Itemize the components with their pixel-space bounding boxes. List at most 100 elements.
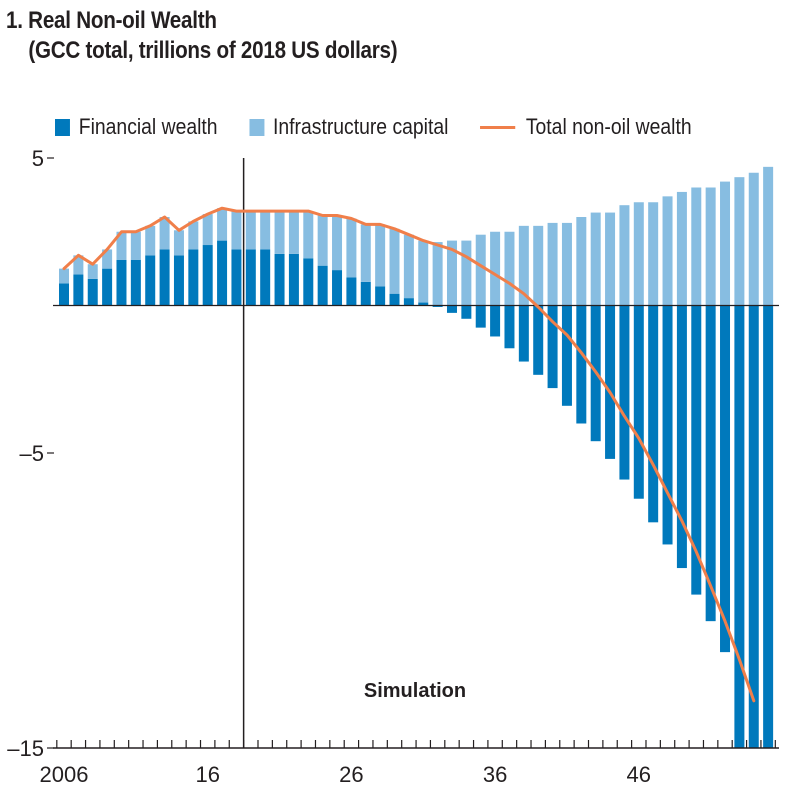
bar-financial-wealth: [73, 274, 84, 306]
bar-infrastructure-capital: [676, 191, 687, 306]
bar-infrastructure-capital: [188, 221, 199, 250]
bar-infrastructure-capital: [748, 172, 759, 306]
legend-swatch-financial-wealth: [55, 118, 70, 136]
bar-infrastructure-capital: [403, 234, 414, 299]
bar-financial-wealth: [662, 305, 673, 545]
x-tick-label: 36: [483, 762, 507, 787]
bar-infrastructure-capital: [533, 225, 544, 306]
bar-infrastructure-capital: [418, 240, 429, 303]
bar-financial-wealth: [561, 305, 572, 406]
bar-financial-wealth: [547, 305, 558, 389]
bar-financial-wealth: [705, 305, 716, 622]
x-tick-label: 46: [627, 762, 651, 787]
bar-infrastructure-capital: [332, 215, 343, 271]
bar-financial-wealth: [720, 305, 731, 653]
bar-infrastructure-capital: [288, 211, 299, 254]
y-tick-label: –5: [20, 441, 44, 466]
legend-item-financial-wealth: Financial wealth: [55, 114, 218, 140]
bar-infrastructure-capital: [360, 224, 371, 282]
bar-infrastructure-capital: [648, 202, 659, 306]
bar-financial-wealth: [518, 305, 529, 362]
bar-financial-wealth: [475, 305, 486, 328]
bar-financial-wealth: [375, 286, 386, 306]
bar-infrastructure-capital: [303, 211, 314, 259]
bar-financial-wealth: [188, 249, 199, 306]
bar-infrastructure-capital: [446, 240, 457, 306]
bar-infrastructure-capital: [475, 234, 486, 306]
x-tick-label: 26: [339, 762, 363, 787]
bar-financial-wealth: [102, 268, 113, 306]
bar-infrastructure-capital: [490, 231, 501, 306]
bar-financial-wealth: [676, 305, 687, 569]
bar-financial-wealth: [202, 245, 213, 306]
bar-financial-wealth: [173, 255, 184, 306]
chart-title-line1: 1. Real Non-oil Wealth: [6, 7, 217, 34]
bar-infrastructure-capital: [720, 181, 731, 306]
bar-financial-wealth: [317, 265, 328, 306]
bar-infrastructure-capital: [375, 224, 386, 287]
bar-financial-wealth: [763, 305, 774, 748]
bar-financial-wealth: [446, 305, 457, 313]
bar-financial-wealth: [418, 302, 429, 306]
bar-infrastructure-capital: [705, 187, 716, 306]
y-tick-label: 5: [32, 146, 44, 171]
x-tick-label: 2006: [40, 762, 89, 787]
legend-swatch-infrastructure-capital: [249, 118, 265, 136]
lines-group: [62, 206, 756, 703]
bars-group: [59, 166, 774, 748]
bar-infrastructure-capital: [346, 218, 357, 278]
bar-financial-wealth: [59, 283, 69, 306]
bar-infrastructure-capital: [432, 242, 443, 306]
bar-infrastructure-capital: [217, 208, 228, 241]
bar-infrastructure-capital: [605, 212, 616, 306]
legend: Financial wealth Infrastructure capital …: [55, 112, 723, 142]
bar-financial-wealth: [260, 249, 271, 306]
bar-financial-wealth: [346, 277, 357, 306]
bar-financial-wealth: [116, 259, 127, 306]
bar-financial-wealth: [87, 278, 98, 306]
bar-infrastructure-capital: [87, 264, 98, 279]
bar-infrastructure-capital: [102, 249, 113, 269]
bar-infrastructure-capital: [260, 211, 271, 250]
bar-financial-wealth: [159, 249, 170, 306]
bar-infrastructure-capital: [159, 217, 170, 250]
bar-financial-wealth: [490, 305, 501, 337]
bar-financial-wealth: [130, 259, 141, 306]
bar-financial-wealth: [648, 305, 659, 523]
y-tick-label: –15: [7, 736, 44, 761]
bar-infrastructure-capital: [518, 225, 529, 306]
bar-infrastructure-capital: [231, 211, 242, 250]
bar-financial-wealth: [533, 305, 544, 375]
bar-financial-wealth: [619, 305, 630, 480]
bar-financial-wealth: [274, 253, 285, 306]
bar-infrastructure-capital: [274, 211, 285, 254]
bar-infrastructure-capital: [461, 240, 472, 306]
bar-infrastructure-capital: [116, 231, 127, 260]
bar-financial-wealth: [691, 305, 702, 595]
bar-infrastructure-capital: [504, 231, 515, 306]
bar-infrastructure-capital: [389, 228, 400, 294]
line-total-non-oil-wealth: [62, 206, 756, 703]
bar-financial-wealth: [303, 258, 314, 306]
bar-infrastructure-capital: [173, 230, 184, 256]
bar-financial-wealth: [403, 298, 414, 306]
bar-infrastructure-capital: [763, 166, 774, 306]
legend-item-infrastructure-capital: Infrastructure capital: [249, 114, 448, 140]
chart-title-line2: (GCC total, trillions of 2018 US dollars…: [28, 37, 398, 64]
bar-infrastructure-capital: [691, 187, 702, 306]
bar-infrastructure-capital: [633, 202, 644, 306]
bar-infrastructure-capital: [130, 231, 141, 260]
legend-label-financial-wealth: Financial wealth: [78, 114, 218, 139]
bar-financial-wealth: [633, 305, 644, 499]
bar-infrastructure-capital: [202, 214, 213, 246]
bar-financial-wealth: [288, 253, 299, 306]
bar-financial-wealth: [504, 305, 515, 349]
bar-financial-wealth: [605, 305, 616, 459]
bar-financial-wealth: [734, 305, 745, 748]
bar-financial-wealth: [432, 305, 443, 307]
bar-financial-wealth: [748, 305, 759, 748]
bar-infrastructure-capital: [619, 205, 630, 306]
bar-financial-wealth: [231, 249, 242, 306]
